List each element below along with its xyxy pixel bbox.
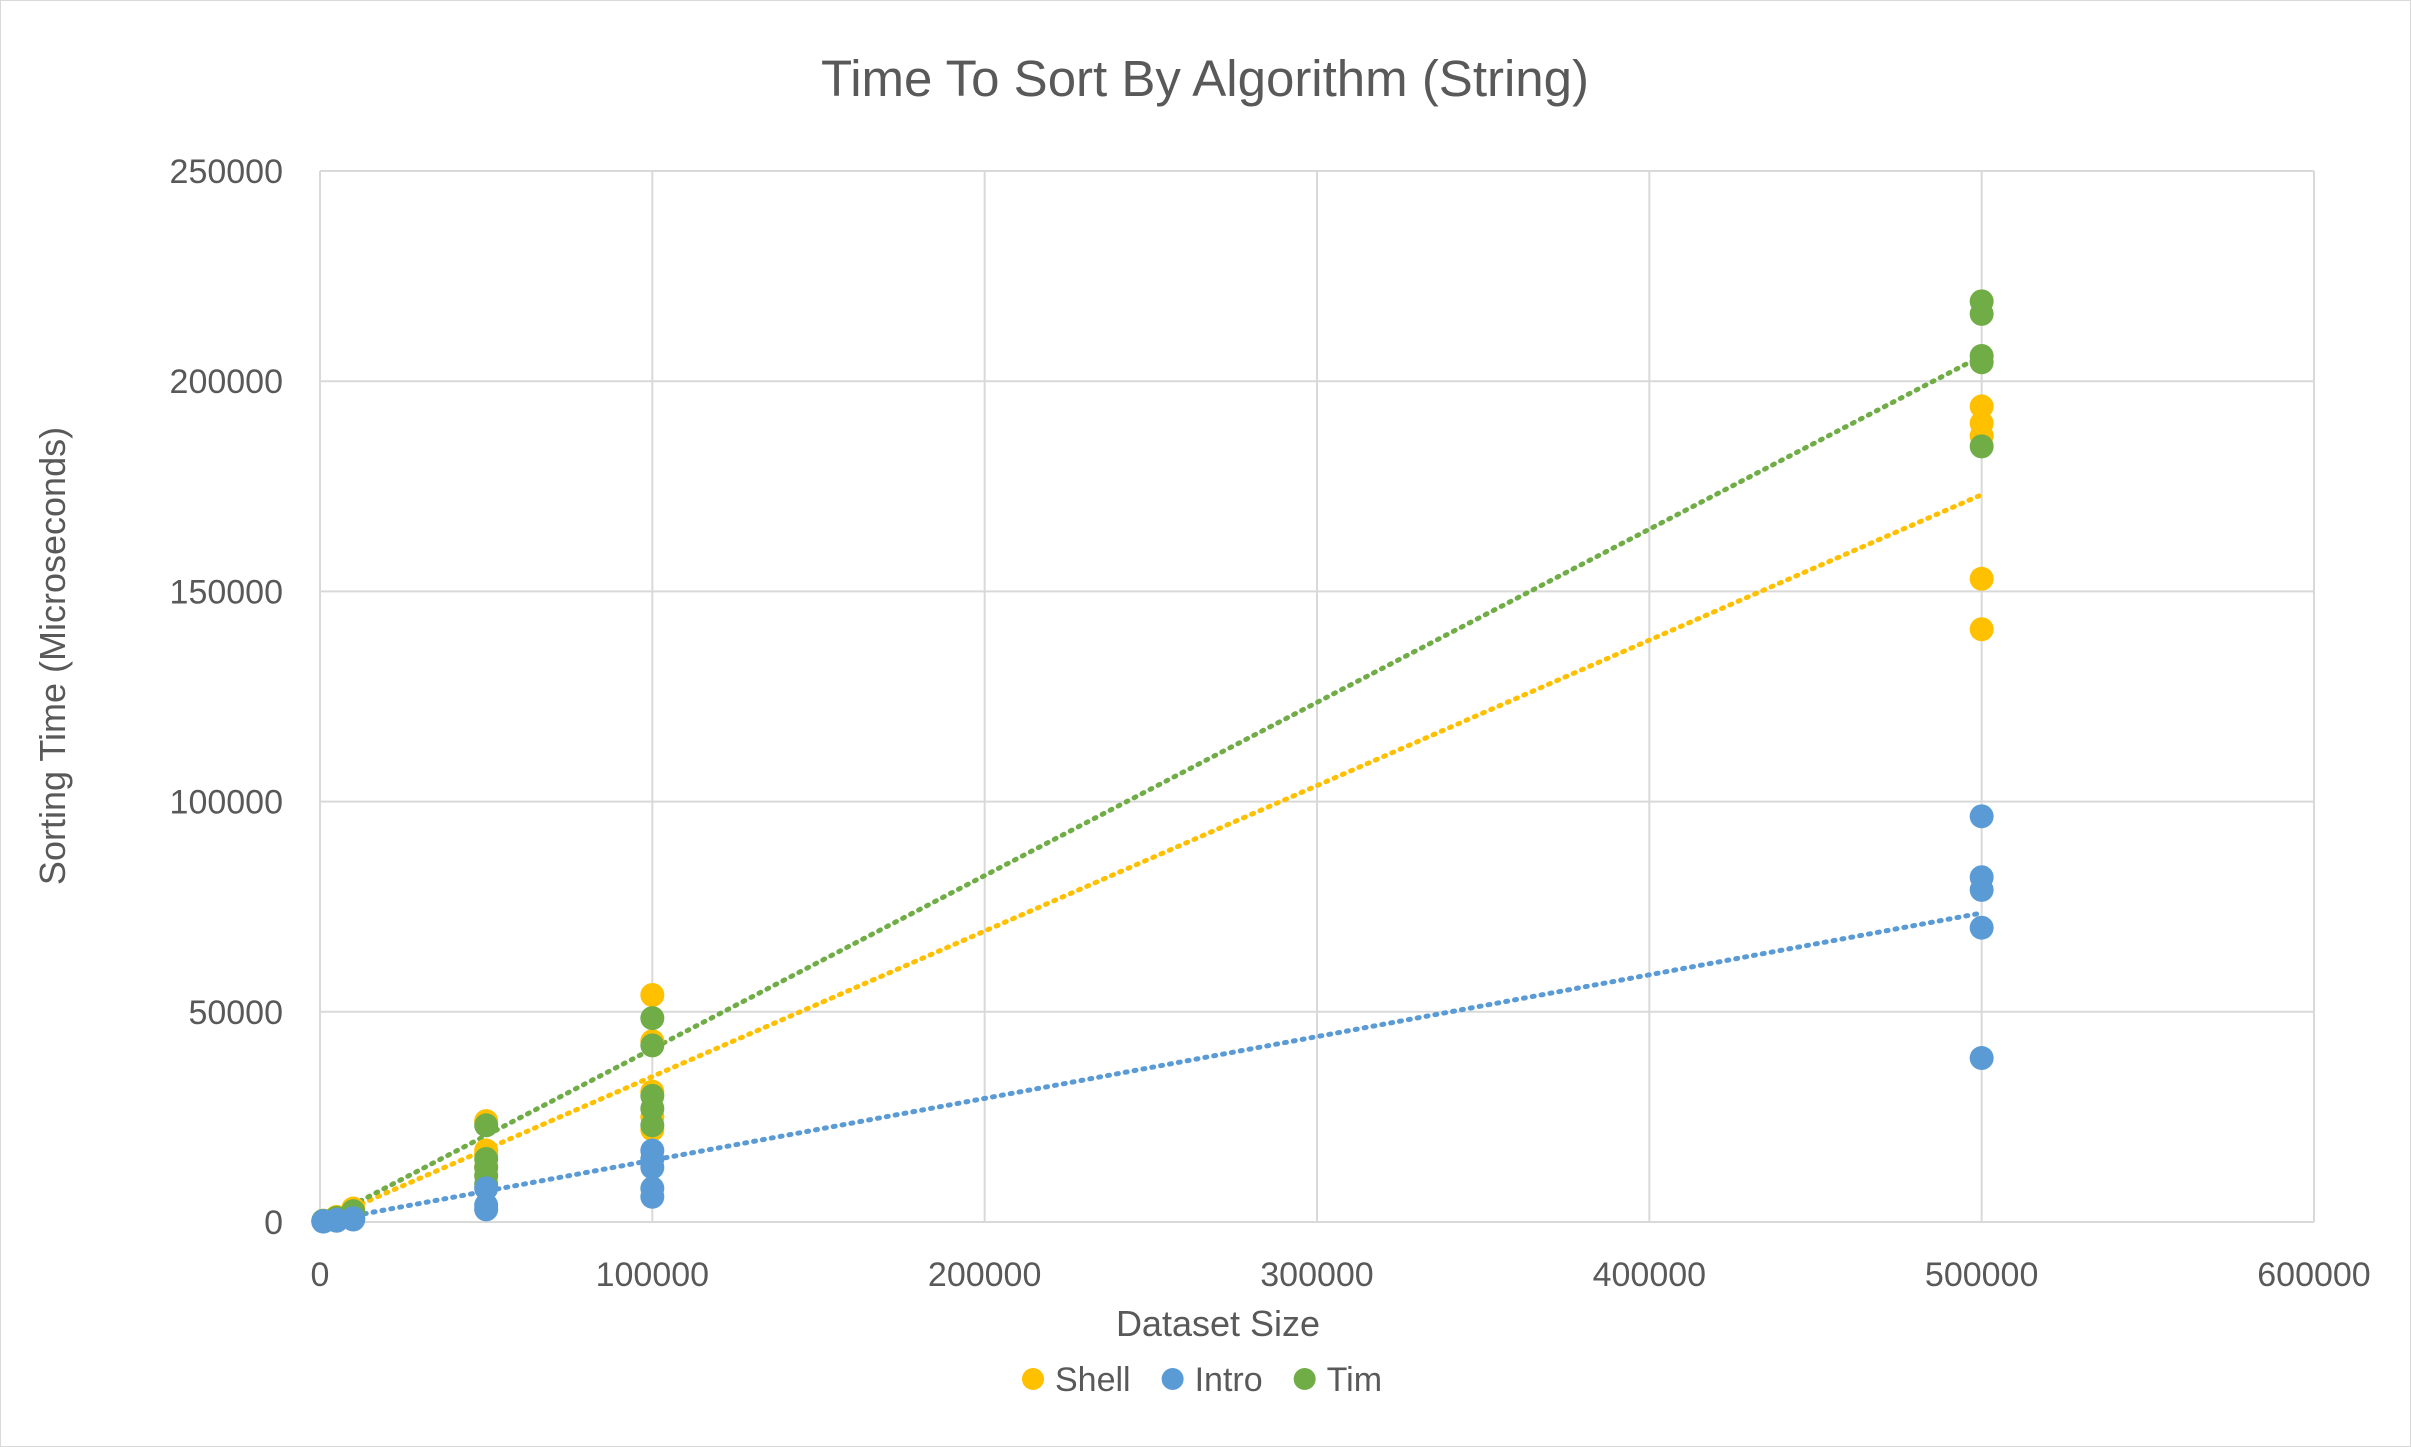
tim-data-point <box>640 1096 665 1121</box>
intro-data-point <box>1969 804 1994 829</box>
x-tick-label: 400000 <box>1593 1256 1706 1294</box>
y-axis-title: Sorting Time (Microseconds) <box>32 427 73 885</box>
data-points <box>311 289 1994 1234</box>
tim-data-point <box>474 1113 499 1138</box>
tim-data-point <box>640 1033 665 1058</box>
shell-legend-label: Shell <box>1055 1361 1131 1399</box>
x-axis-ticks: 0 100000 200000 300000 400000 500000 600000 <box>311 1256 2371 1294</box>
trendlines <box>317 353 1985 1225</box>
shell-legend-marker <box>1022 1368 1044 1390</box>
x-tick-label: 500000 <box>1925 1256 2038 1294</box>
shell-data-point <box>1969 617 1994 642</box>
intro-legend-label: Intro <box>1195 1361 1263 1399</box>
intro-data-point <box>640 1184 665 1209</box>
legend: Shell Intro Tim <box>1022 1361 1382 1399</box>
gridlines <box>319 170 2315 1223</box>
y-tick-label: 100000 <box>170 784 283 822</box>
x-tick-label: 200000 <box>928 1256 1041 1294</box>
tim-data-point <box>1969 350 1994 375</box>
intro-data-point <box>1969 877 1994 902</box>
intro-data-point <box>341 1206 366 1231</box>
y-tick-label: 50000 <box>188 994 283 1032</box>
x-tick-label: 300000 <box>1260 1256 1373 1294</box>
shell-data-point <box>1969 394 1994 419</box>
intro-trendline <box>317 910 1985 1225</box>
tim-trendline <box>317 353 1985 1225</box>
x-tick-label: 0 <box>311 1256 330 1294</box>
intro-data-point <box>1969 1046 1994 1071</box>
tim-data-point <box>640 1113 665 1138</box>
intro-legend-marker <box>1161 1368 1184 1390</box>
y-tick-label: 250000 <box>170 153 283 191</box>
intro-data-point <box>474 1193 499 1218</box>
x-axis-title: Dataset Size <box>1116 1303 1320 1344</box>
chart-title: Time To Sort By Algorithm (String) <box>821 50 1589 107</box>
y-axis-ticks: 0 50000 100000 150000 200000 250000 <box>170 153 283 1242</box>
tim-data-point <box>640 1006 665 1031</box>
y-tick-label: 200000 <box>170 363 283 401</box>
tim-data-point <box>1969 434 1994 459</box>
intro-data-point <box>1969 915 1994 940</box>
tim-legend-label: Tim <box>1327 1361 1382 1399</box>
intro-data-point <box>474 1176 499 1201</box>
shell-data-point <box>640 982 665 1007</box>
x-tick-label: 600000 <box>2257 1256 2370 1294</box>
y-tick-label: 0 <box>264 1204 283 1242</box>
shell-data-point <box>1969 566 1994 591</box>
tim-legend-marker <box>1293 1368 1316 1390</box>
intro-data-point <box>640 1155 665 1180</box>
tim-data-point <box>1969 301 1994 326</box>
x-tick-label: 100000 <box>596 1256 709 1294</box>
y-tick-label: 150000 <box>170 573 283 611</box>
shell-trendline <box>317 492 1985 1225</box>
